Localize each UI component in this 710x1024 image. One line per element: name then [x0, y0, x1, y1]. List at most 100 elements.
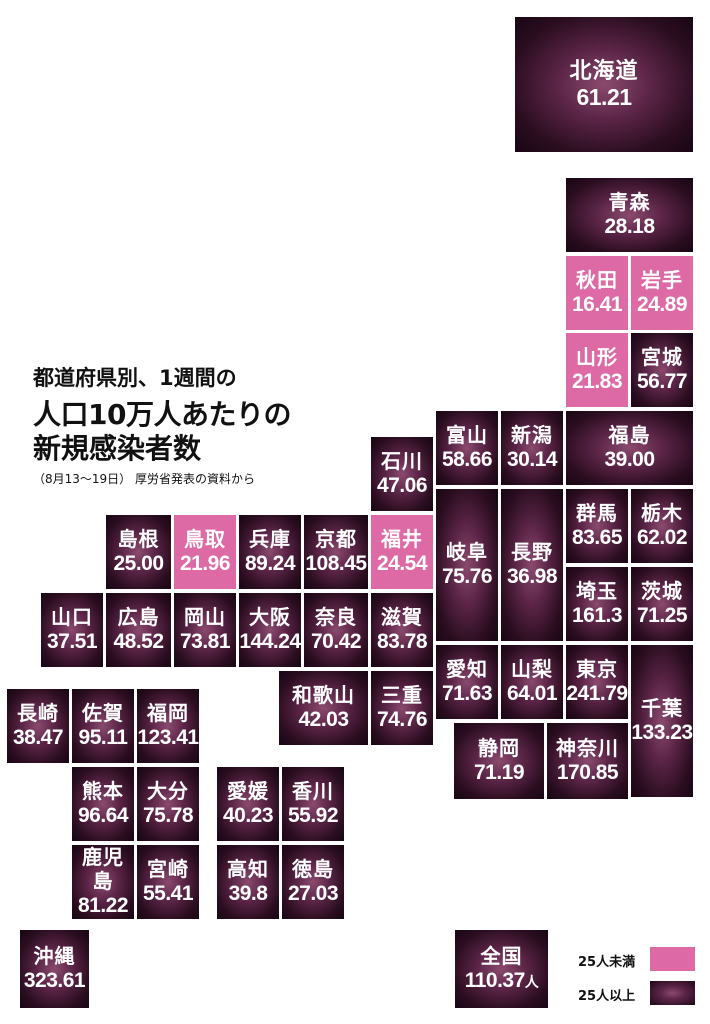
tile-value: 110.37: [464, 968, 526, 992]
map-title-line3: 新規感染者数: [33, 432, 202, 465]
tile-name: 岐阜: [446, 540, 488, 564]
tile-value: 39.00: [604, 448, 655, 471]
tile-kumamoto: 熊本 96.64: [72, 767, 134, 841]
tile-value: 39.8: [228, 882, 268, 905]
tile-wakayama: 和歌山 42.03: [279, 671, 368, 745]
tile-value: 133.23: [631, 721, 693, 744]
tile-kagoshima: 鹿児島 81.22: [72, 845, 134, 919]
tile-chiba: 千葉 133.23: [631, 645, 693, 797]
tile-miyagi: 宮城 56.77: [631, 333, 693, 407]
tile-value: 21.83: [571, 370, 623, 393]
tile-value: 24.54: [376, 552, 428, 575]
tile-value: 36.98: [506, 565, 558, 588]
tile-fukushima: 福島 39.00: [566, 411, 693, 485]
tile-okinawa: 沖縄 323.61: [20, 930, 89, 1008]
tile-unit: 人: [524, 973, 539, 990]
legend-label-under25: 25人未満: [578, 955, 636, 970]
tile-value: 61.21: [576, 83, 632, 110]
tile-value: 55.41: [142, 882, 194, 905]
tile-name: 京都: [315, 527, 357, 551]
tile-name: 北海道: [569, 58, 639, 84]
tile-name: 兵庫: [249, 527, 291, 551]
tile-name: 熊本: [82, 779, 124, 803]
tile-name: 鳥取: [184, 527, 226, 551]
tile-value: 75.76: [441, 565, 493, 588]
tile-name: 茨城: [641, 579, 683, 603]
tile-osaka: 大阪 144.24: [239, 593, 301, 667]
tile-value: 47.06: [376, 474, 428, 497]
tile-value: 83.65: [571, 526, 623, 549]
tile-name: 和歌山: [292, 683, 355, 707]
tile-value: 73.81: [179, 630, 231, 653]
tile-name: 鹿児島: [82, 845, 124, 893]
tile-value: 55.92: [287, 804, 339, 827]
tile-value: 28.18: [604, 215, 655, 238]
legend-label-over25: 25人以上: [578, 989, 636, 1004]
tile-fukui: 福井 24.54: [371, 515, 433, 589]
tile-value: 108.45: [305, 552, 367, 575]
tile-value: 81.22: [77, 894, 129, 917]
tile-tokyo: 東京 241.79: [566, 645, 628, 719]
tile-value: 170.85: [556, 761, 619, 784]
tile-aomori: 青森 28.18: [566, 178, 693, 252]
tile-hiroshima: 広島 48.52: [106, 593, 171, 667]
tile-name: 福島: [608, 423, 651, 447]
tile-name: 滋賀: [381, 605, 423, 629]
tile-name: 神奈川: [556, 736, 619, 760]
tile-value: 62.02: [636, 526, 688, 549]
tile-value: 323.61: [23, 969, 86, 992]
tile-name: 群馬: [576, 501, 618, 525]
tile-niigata: 新潟 30.14: [501, 411, 563, 485]
tile-value: 83.78: [376, 630, 428, 653]
tile-value: 30.14: [506, 448, 558, 471]
tile-tokushima: 徳島 27.03: [282, 845, 344, 919]
tile-value: 144.24: [239, 630, 301, 653]
tile-name: 長野: [511, 540, 553, 564]
legend-swatch-over25: [650, 981, 695, 1005]
tile-name: 岩手: [641, 268, 683, 292]
tile-name: 山形: [576, 345, 618, 369]
tile-ishikawa: 石川 47.06: [371, 437, 433, 511]
tile-value: 42.03: [298, 708, 349, 731]
tile-shizuoka: 静岡 71.19: [454, 723, 544, 799]
tile-value: 27.03: [287, 882, 339, 905]
tile-name: 広島: [117, 605, 160, 629]
tile-name: 福井: [381, 527, 423, 551]
tile-gifu: 岐阜 75.76: [436, 489, 498, 641]
tile-shiga: 滋賀 83.78: [371, 593, 433, 667]
tile-name: 石川: [381, 449, 423, 473]
tile-miyazaki: 宮崎 55.41: [137, 845, 199, 919]
tile-kochi: 高知 39.8: [217, 845, 279, 919]
tile-value: 38.47: [12, 726, 64, 749]
tile-value: 64.01: [506, 682, 558, 705]
tile-saitama: 埼玉 161.3: [566, 567, 628, 641]
tile-value: 58.66: [441, 448, 493, 471]
tile-name: 長崎: [17, 701, 59, 725]
tile-kyoto: 京都 108.45: [304, 515, 368, 589]
tile-value: 74.76: [376, 708, 428, 731]
tile-value: 123.41: [137, 726, 199, 749]
tile-kagawa: 香川 55.92: [282, 767, 344, 841]
tile-national-total: 全国 110.37人: [455, 930, 548, 1008]
tile-name: 宮崎: [147, 857, 189, 881]
tile-saga: 佐賀 95.11: [72, 689, 134, 763]
tile-name: 福岡: [147, 701, 189, 725]
tile-name: 新潟: [511, 423, 553, 447]
tile-value: 16.41: [571, 293, 623, 316]
tile-name: 山口: [51, 605, 93, 629]
tile-nagano: 長野 36.98: [501, 489, 563, 641]
tile-name: 島根: [117, 527, 160, 551]
tile-name: 東京: [576, 657, 618, 681]
tile-name: 徳島: [292, 857, 334, 881]
tile-value: 24.89: [636, 293, 688, 316]
tile-fukuoka: 福岡 123.41: [137, 689, 199, 763]
tile-name: 愛知: [446, 657, 488, 681]
tile-yamagata: 山形 21.83: [566, 333, 628, 407]
tile-value: 241.79: [566, 682, 628, 705]
tile-name: 栃木: [641, 501, 683, 525]
tile-toyama: 富山 58.66: [436, 411, 498, 485]
tile-name: 佐賀: [82, 701, 124, 725]
tile-name: 三重: [381, 683, 423, 707]
tile-value: 71.25: [636, 604, 688, 627]
tile-nagasaki: 長崎 38.47: [7, 689, 69, 763]
